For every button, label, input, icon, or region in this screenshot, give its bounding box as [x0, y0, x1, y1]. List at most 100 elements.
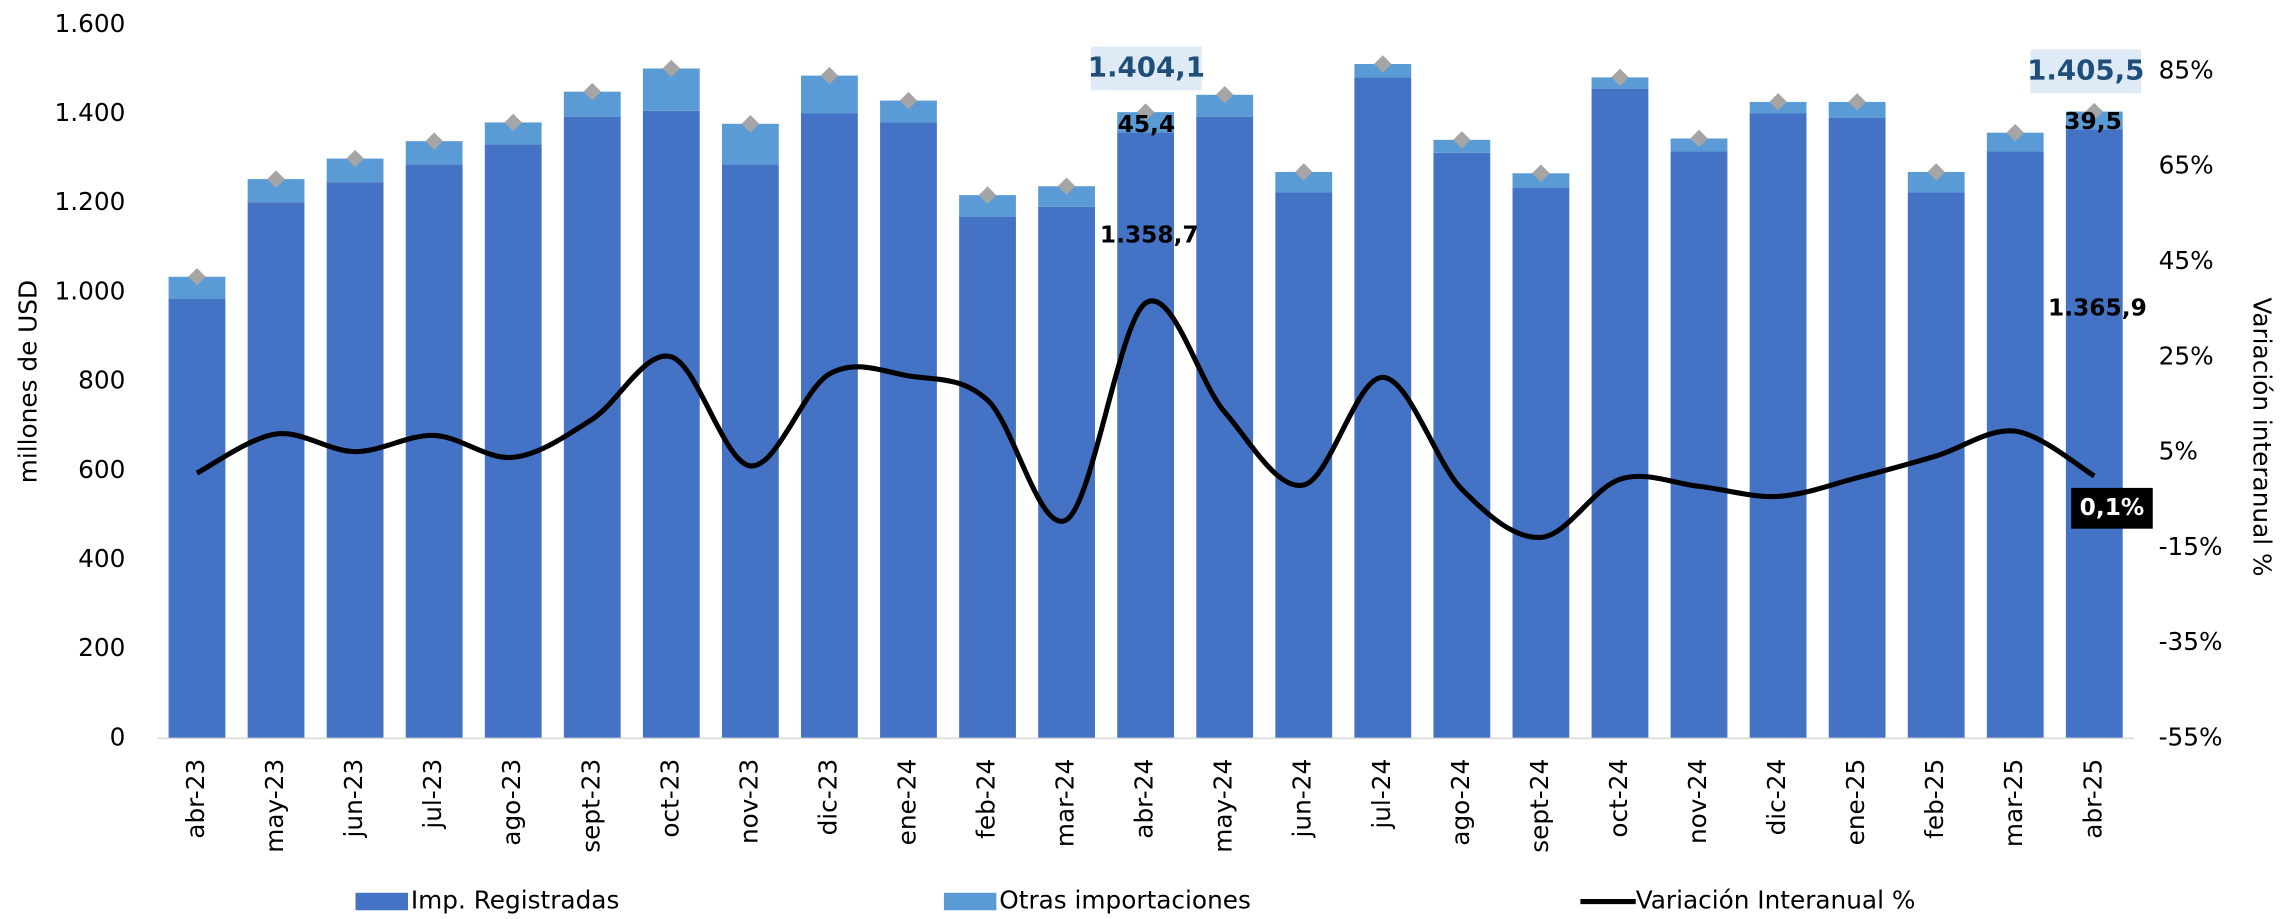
- total-marker: [1532, 164, 1550, 183]
- annotation: 1.405,5: [2027, 53, 2144, 86]
- bar-segment: [326, 182, 384, 739]
- x-tick-label: ene-25: [1841, 759, 1870, 846]
- bar-segment: [1670, 151, 1728, 739]
- y2-tick-label: 65%: [2159, 151, 2214, 180]
- x-tick-label: abr-24: [1130, 759, 1159, 839]
- y2-tick-label: 5%: [2159, 437, 2198, 466]
- y-tick-label: 0: [110, 722, 126, 751]
- y-tick-label: 1.600: [55, 9, 126, 38]
- annotation: 39,5: [2064, 108, 2121, 135]
- bar-segment: [801, 113, 858, 739]
- bar-segment: [1117, 112, 1175, 133]
- bar-segment: [1986, 151, 2044, 739]
- line: [195, 298, 2096, 540]
- x-tick-label: oct-23: [655, 759, 684, 838]
- bar-segment: [326, 158, 384, 183]
- y2-tick-label: 85%: [2159, 55, 2214, 84]
- annotation: 1.365,9: [2048, 294, 2147, 321]
- bar-segment: [959, 195, 1016, 217]
- y-tick-label: 800: [78, 366, 125, 395]
- total-marker: [504, 113, 522, 132]
- bar-segment: [1354, 77, 1412, 739]
- total-marker: [741, 115, 760, 133]
- x-tick-label: sept-24: [1525, 759, 1554, 853]
- bar-segment: [642, 110, 700, 739]
- total-marker: [346, 149, 364, 168]
- annotation-box: [2030, 49, 2142, 94]
- x-tick-label: mar-24: [1051, 759, 1080, 847]
- total-marker: [1295, 163, 1313, 181]
- bar-segment: [1986, 132, 2044, 152]
- legend-swatch: [943, 892, 997, 911]
- total-marker: [1611, 68, 1629, 87]
- y-axis-label: millones de USD: [13, 280, 42, 483]
- x-tick-label: dic-23: [813, 759, 842, 836]
- bar-segment: [168, 298, 226, 739]
- x-tick-label: jun-23: [339, 759, 368, 839]
- legend-label: Variación Interanual %: [1636, 886, 1916, 915]
- y2-tick-label: -55%: [2159, 722, 2223, 751]
- y-tick-label: 1.400: [55, 98, 126, 127]
- x-tick-label: jul-23: [418, 759, 447, 830]
- legend-label: Otras importaciones: [999, 886, 1251, 915]
- y2-tick-label: 25%: [2159, 341, 2214, 370]
- x-tick-label: may-23: [260, 759, 289, 853]
- bar-segment: [168, 276, 226, 299]
- x-tick-label: mar-25: [1999, 759, 2028, 847]
- bar-segment: [1512, 188, 1570, 739]
- x-tick-label: feb-25: [1920, 759, 1949, 839]
- x-tick-label: may-24: [1209, 759, 1238, 853]
- legend-swatch: [355, 892, 408, 911]
- total-marker: [899, 91, 918, 110]
- x-tick-label: ago-24: [1446, 759, 1475, 846]
- bar-segment: [1907, 171, 1965, 193]
- bar-segment: [484, 122, 542, 145]
- total-marker: [662, 59, 681, 78]
- bar-segment: [247, 179, 305, 203]
- x-tick-label: nov-24: [1683, 759, 1712, 844]
- x-tick-label: jul-24: [1367, 759, 1396, 830]
- bar-segment: [2065, 129, 2123, 739]
- total-marker: [583, 82, 601, 101]
- bar-segment: [405, 141, 463, 165]
- x-tick-label: nov-23: [734, 759, 763, 844]
- total-marker: [2006, 123, 2024, 142]
- bar-segment: [1433, 152, 1491, 739]
- y-tick-label: 1.000: [55, 276, 126, 305]
- bar-segment: [2065, 111, 2123, 130]
- annotation: 1.358,7: [1100, 221, 1199, 248]
- total-marker: [1136, 103, 1155, 121]
- total-marker: [1690, 129, 1708, 148]
- total-marker: [1848, 93, 1866, 111]
- bar-segment: [1038, 206, 1095, 739]
- total-marker: [1215, 86, 1234, 104]
- total-marker: [1769, 93, 1787, 111]
- total-marker: [1057, 177, 1076, 195]
- x-tick-label: sept-23: [576, 759, 605, 853]
- bar-segment: [1117, 132, 1175, 739]
- x-tick-label: ene-24: [892, 759, 921, 846]
- bar-segment: [1196, 94, 1254, 117]
- total-marker: [267, 170, 285, 188]
- total-marker: [978, 186, 997, 204]
- bar-segment: [1828, 117, 1886, 739]
- annotation: 45,4: [1118, 111, 1175, 138]
- y2-tick-label: -15%: [2159, 532, 2223, 561]
- bar-segment: [1038, 186, 1095, 207]
- total-marker: [1453, 131, 1471, 149]
- bar-segment: [1196, 116, 1254, 739]
- y2-tick-label: 45%: [2159, 246, 2214, 275]
- y2-axis-label: Variación interanual %: [2248, 297, 2277, 576]
- bar-segment: [880, 100, 937, 123]
- x-tick-label: abr-23: [181, 759, 210, 839]
- y2-tick-label: -35%: [2159, 627, 2223, 656]
- total-marker: [1374, 55, 1392, 73]
- bar-segment: [1749, 113, 1807, 739]
- bar-segment: [563, 116, 621, 739]
- y-tick-label: 600: [78, 455, 125, 484]
- bar-segment: [247, 202, 305, 739]
- x-tick-label: abr-25: [2078, 759, 2107, 839]
- x-tick-label: ago-23: [497, 759, 526, 846]
- x-tick-label: dic-24: [1762, 759, 1791, 836]
